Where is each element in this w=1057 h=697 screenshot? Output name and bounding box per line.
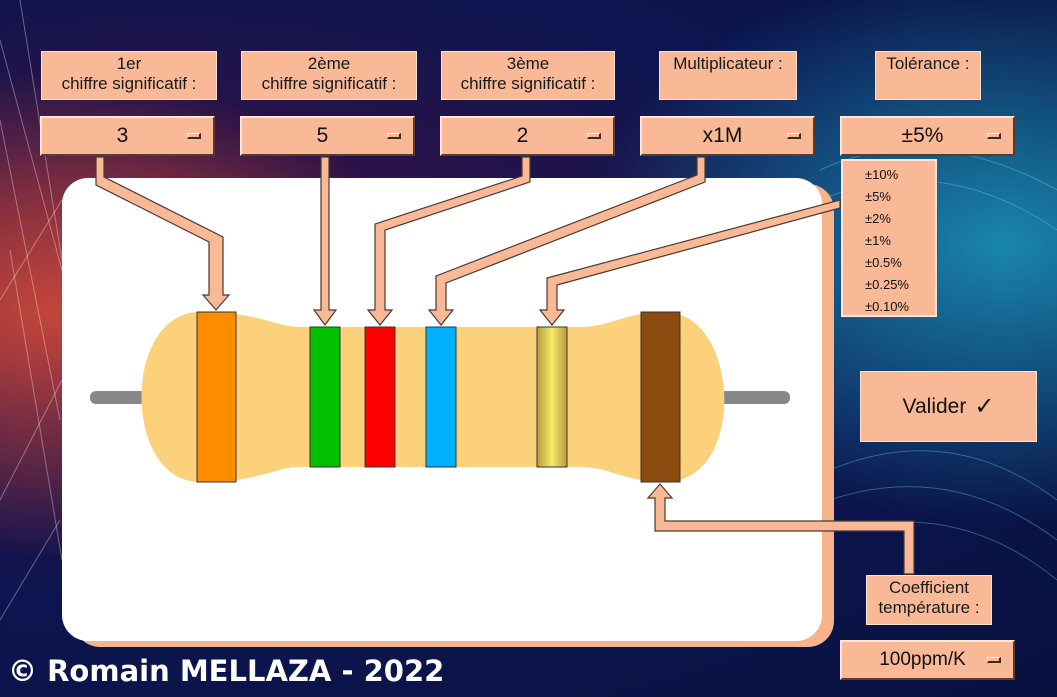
label-multiplier: Multiplicateur : <box>659 51 797 100</box>
multiplier-select[interactable]: x1M <box>640 116 815 156</box>
arrow-multiplier <box>427 156 706 326</box>
multiplier-value: x1M <box>702 124 743 147</box>
band-multiplier <box>425 326 457 468</box>
validate-label: Valider <box>902 394 967 418</box>
arrow-tempco <box>646 483 915 575</box>
band-tempco <box>640 311 681 483</box>
tolerance-select[interactable]: ±5% <box>840 116 1015 156</box>
arrow-digit3 <box>366 156 531 326</box>
check-icon: ✓ <box>974 393 995 420</box>
label-digit1: 1er chiffre significatif : <box>41 51 217 100</box>
digit3-select[interactable]: 2 <box>440 116 615 156</box>
tempco-value: 100ppm/K <box>879 649 966 670</box>
band-digit2 <box>309 326 341 468</box>
tolerance-dropdown-list: ±10% ±5% ±2% ±1% ±0.5% ±0.25% ±0.10% <box>841 159 937 317</box>
dropdown-arrow-icon <box>387 133 401 139</box>
band-digit1 <box>196 311 237 483</box>
tolerance-value: ±5% <box>901 124 944 147</box>
digit3-value: 2 <box>516 124 529 147</box>
label-digit2: 2ème chiffre significatif : <box>241 51 417 100</box>
dropdown-arrow-icon <box>787 133 801 139</box>
tolerance-option[interactable]: ±10% <box>865 167 899 182</box>
label-digit3: 3ème chiffre significatif : <box>441 51 615 100</box>
resistor-lead-right <box>720 391 790 404</box>
tempco-select[interactable]: 100ppm/K <box>840 640 1015 680</box>
label-tolerance: Tolérance : <box>875 51 981 100</box>
dropdown-arrow-icon <box>987 657 1001 663</box>
dropdown-arrow-icon <box>187 133 201 139</box>
band-digit3 <box>364 326 396 468</box>
band-tolerance <box>536 326 568 468</box>
tolerance-option[interactable]: ±0.5% <box>865 255 902 270</box>
digit2-select[interactable]: 5 <box>240 116 415 156</box>
tolerance-option[interactable]: ±0.10% <box>865 299 909 314</box>
validate-button[interactable]: Valider ✓ <box>860 371 1037 442</box>
arrow-digit1 <box>95 156 231 311</box>
arrow-digit2 <box>312 156 338 327</box>
copyright-footer: © Romain MELLAZA - 2022 <box>8 654 445 688</box>
digit2-value: 5 <box>316 124 329 147</box>
tolerance-option[interactable]: ±1% <box>865 233 891 248</box>
digit1-value: 3 <box>116 124 129 147</box>
tolerance-option[interactable]: ±5% <box>865 189 891 204</box>
digit1-select[interactable]: 3 <box>40 116 215 156</box>
dropdown-arrow-icon <box>987 133 1001 139</box>
dropdown-arrow-icon <box>587 133 601 139</box>
tolerance-option[interactable]: ±0.25% <box>865 277 909 292</box>
label-tempco: Coefficient température : <box>866 575 992 625</box>
arrow-tolerance <box>538 199 841 326</box>
tolerance-option[interactable]: ±2% <box>865 211 891 226</box>
